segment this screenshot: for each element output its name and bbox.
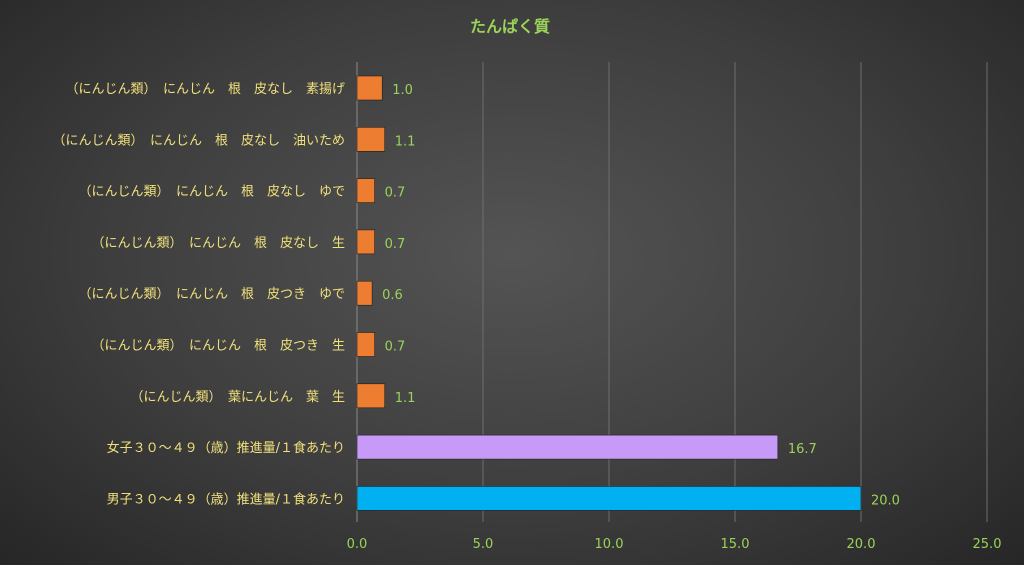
data-label: 1.0	[392, 83, 413, 98]
labels: 0.0 5.0 10.0 15.0 20.0 25.0 （にんじん類） にんじん 根 皮なし…	[52, 81, 1001, 552]
data-label: 0.7	[385, 340, 406, 355]
category-label: （にんじん類） にんじん 根 皮つき 生	[91, 339, 345, 354]
data-label: 1.1	[395, 134, 416, 149]
bar	[356, 127, 386, 152]
bar	[356, 229, 375, 255]
data-label: 1.1	[395, 391, 416, 406]
chart-title: たんぱく質	[470, 17, 550, 36]
category-label: 女子３０～４９（歳）推進量/１食あたり	[107, 440, 345, 456]
x-tick-label: 20.0	[847, 537, 876, 552]
category-label: （にんじん類） にんじん 根 皮なし 生	[91, 236, 345, 251]
category-label: （にんじん類） にんじん 根 皮なし 油いため	[52, 133, 345, 148]
bar	[356, 178, 375, 203]
x-tick-label: 0.0	[347, 537, 368, 552]
category-label: （にんじん類） にんじん 根 皮つき ゆで	[78, 287, 345, 302]
bar	[356, 75, 383, 101]
data-label: 0.7	[385, 237, 406, 252]
bars	[356, 75, 862, 511]
category-label: （にんじん類） にんじん 根 皮なし 素揚げ	[65, 81, 345, 97]
x-tick-label: 25.0	[973, 537, 1002, 552]
category-label: 男子３０～４９（歳）推進量/１食あたり	[107, 491, 345, 507]
x-tick-label: 10.0	[595, 537, 624, 552]
category-label: （にんじん類） 葉にんじん 葉 生	[130, 390, 345, 405]
data-label: 0.7	[385, 186, 406, 201]
x-tick-label: 15.0	[721, 537, 750, 552]
bar	[356, 383, 386, 409]
x-tick-label: 5.0	[473, 537, 494, 552]
data-label: 16.7	[788, 442, 817, 457]
data-label: 0.6	[382, 288, 403, 303]
data-label: 20.0	[871, 493, 900, 508]
category-label: （にんじん類） にんじん 根 皮なし ゆで	[78, 185, 345, 200]
bar	[356, 280, 373, 306]
bar	[356, 434, 779, 460]
bar	[356, 332, 375, 357]
bar	[356, 486, 862, 511]
